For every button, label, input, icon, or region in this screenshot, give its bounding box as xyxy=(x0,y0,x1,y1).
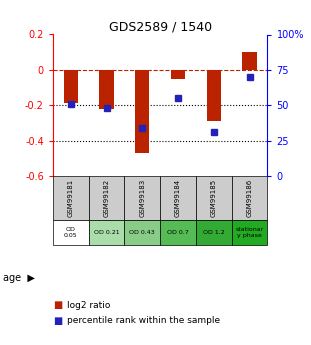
Bar xyxy=(99,70,114,109)
Bar xyxy=(207,70,221,121)
Bar xyxy=(160,220,196,245)
Text: percentile rank within the sample: percentile rank within the sample xyxy=(67,316,220,325)
Bar xyxy=(63,70,78,104)
Bar xyxy=(232,220,267,245)
Bar xyxy=(232,176,267,220)
Text: log2 ratio: log2 ratio xyxy=(67,301,110,310)
Text: stationar
y phase: stationar y phase xyxy=(235,227,264,238)
Text: ■: ■ xyxy=(53,300,62,310)
Bar xyxy=(242,52,257,70)
Text: GSM99184: GSM99184 xyxy=(175,179,181,217)
Text: GSM99186: GSM99186 xyxy=(247,179,253,217)
Text: OD 0.43: OD 0.43 xyxy=(129,230,155,235)
Text: OD
0.05: OD 0.05 xyxy=(64,227,77,238)
Bar xyxy=(171,70,185,79)
Text: GSM99181: GSM99181 xyxy=(68,179,74,217)
Text: GSM99182: GSM99182 xyxy=(104,179,109,217)
Text: OD 0.21: OD 0.21 xyxy=(94,230,119,235)
Text: age  ▶: age ▶ xyxy=(3,273,35,283)
Text: OD 0.7: OD 0.7 xyxy=(167,230,189,235)
Title: GDS2589 / 1540: GDS2589 / 1540 xyxy=(109,20,212,33)
Text: GSM99185: GSM99185 xyxy=(211,179,217,217)
Bar xyxy=(89,220,124,245)
Text: OD 1.2: OD 1.2 xyxy=(203,230,225,235)
Bar xyxy=(196,176,232,220)
Bar xyxy=(89,176,124,220)
Bar xyxy=(124,220,160,245)
Bar xyxy=(135,70,150,153)
Bar xyxy=(196,220,232,245)
Bar xyxy=(160,176,196,220)
Text: GSM99183: GSM99183 xyxy=(139,179,145,217)
Bar xyxy=(124,176,160,220)
Bar xyxy=(53,176,89,220)
Text: ■: ■ xyxy=(53,316,62,326)
Bar xyxy=(53,220,89,245)
